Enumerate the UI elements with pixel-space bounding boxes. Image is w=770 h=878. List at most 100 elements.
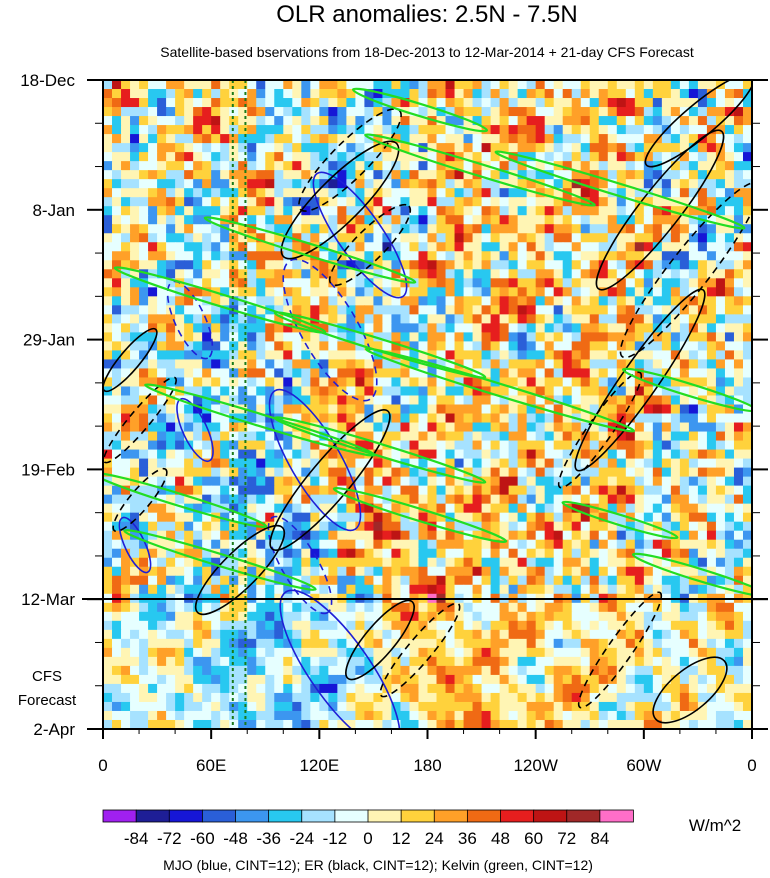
field-cell [742,494,752,505]
field-cell [715,377,726,388]
field-cell [589,107,600,117]
field-cell [139,323,149,333]
field-cell [337,701,347,712]
field-cell [121,458,131,469]
field-cell [472,449,483,460]
field-cell [112,449,122,460]
field-cell [328,422,338,433]
field-cell [661,638,672,649]
field-cell [382,629,393,640]
field-cell [697,494,708,505]
field-cell [517,206,528,216]
field-cell [400,521,411,532]
field-cell [274,611,284,622]
field-cell [409,458,420,469]
field-cell [310,359,320,370]
field-cell [148,449,158,460]
field-cell [220,611,230,622]
field-cell [409,116,420,126]
field-cell [337,215,347,225]
field-cell [112,152,122,162]
field-cell [733,539,744,550]
field-cell [103,152,113,162]
field-cell [607,269,618,279]
field-cell [148,296,158,306]
field-cell [328,278,338,288]
field-cell [436,629,447,640]
field-cell [265,476,275,487]
field-cell [625,620,636,631]
field-cell [742,368,752,379]
field-cell [130,152,140,162]
field-cell [364,557,375,568]
field-cell [544,674,555,685]
field-cell [526,395,537,406]
field-cell [256,656,266,667]
field-cell [715,629,726,640]
field-cell [589,620,600,631]
field-cell [670,359,681,370]
field-cell [670,224,681,234]
field-cell [220,449,230,460]
field-cell [247,485,257,496]
field-cell [274,179,284,189]
field-cell [328,494,338,505]
field-cell [247,683,257,694]
field-cell [184,188,194,198]
field-cell [436,89,447,99]
field-cell [265,197,275,207]
field-cell [319,314,329,324]
field-cell [661,116,672,126]
field-cell [310,566,320,577]
field-cell [400,179,411,189]
field-cell [607,557,618,568]
field-cell [418,179,429,189]
field-cell [346,503,356,514]
field-cell [346,305,356,315]
field-cell [265,206,275,216]
field-cell [391,458,402,469]
field-cell [400,611,411,622]
field-cell [139,521,149,532]
field-cell [445,278,456,288]
field-cell [607,584,618,595]
field-cell [418,602,429,613]
field-cell [616,575,627,586]
field-cell [355,314,365,324]
field-cell [589,251,600,261]
field-cell [715,584,726,595]
field-cell [319,170,329,180]
field-cell [121,107,131,117]
field-cell [139,278,149,288]
field-cell [724,341,735,352]
field-cell [328,638,338,649]
field-cell [202,80,212,90]
field-cell [103,242,113,252]
field-cell [202,107,212,117]
field-cell [670,674,681,685]
field-cell [607,620,618,631]
field-cell [535,377,546,388]
field-cell [499,575,510,586]
field-cell [625,548,636,559]
field-cell [679,368,690,379]
field-cell [607,341,618,352]
field-cell [184,449,194,460]
field-cell [742,512,752,523]
field-cell [130,206,140,216]
field-cell [274,467,284,478]
field-cell [121,647,131,658]
field-cell [598,287,609,297]
field-cell [526,629,537,640]
field-cell [517,116,528,126]
field-cell [400,467,411,478]
field-cell [274,152,284,162]
field-cell [499,530,510,541]
field-cell [319,539,329,550]
field-cell [346,530,356,541]
field-cell [319,260,329,270]
field-cell [535,143,546,153]
field-cell [103,197,113,207]
field-cell [544,323,555,333]
field-cell [409,656,420,667]
